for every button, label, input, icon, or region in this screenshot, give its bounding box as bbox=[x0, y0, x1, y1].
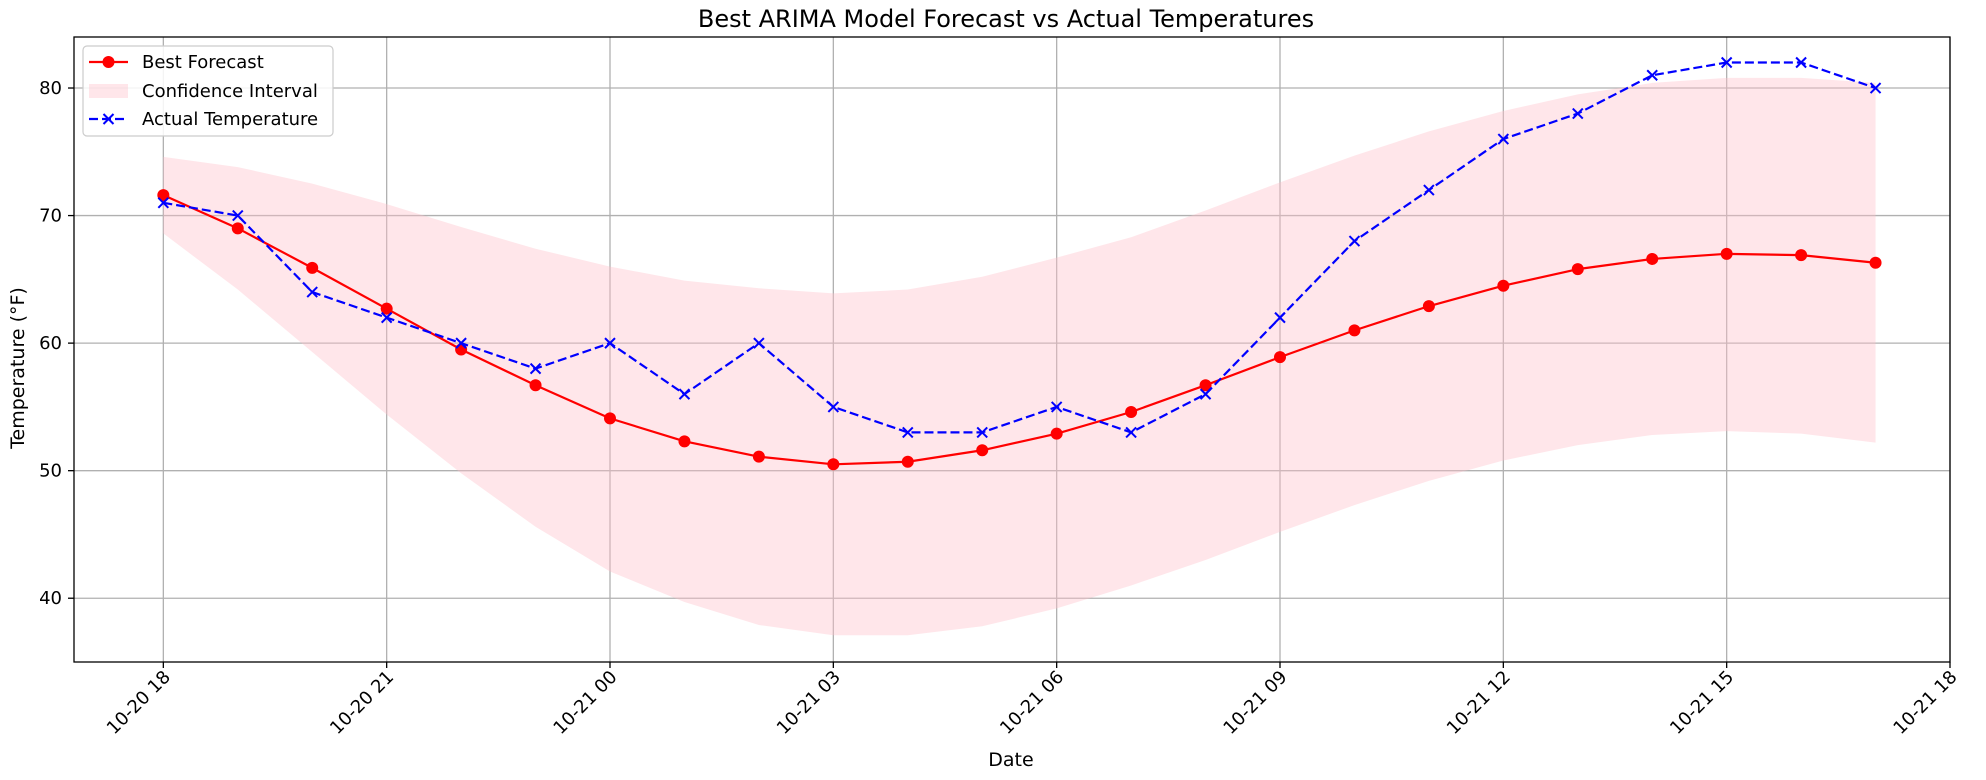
actual-point bbox=[1199, 388, 1212, 400]
forecast-point bbox=[1422, 300, 1435, 313]
grid bbox=[74, 37, 1951, 662]
legend-label-ci: Confidence Interval bbox=[142, 81, 318, 102]
actual-point bbox=[1050, 401, 1063, 413]
x-axis: 10-20 18 10-20 21 10-21 00 10-21 03 10-21 06… bbox=[103, 662, 1962, 739]
y-axis-label: Temperature (°F) bbox=[7, 287, 29, 450]
forecast-point bbox=[1720, 247, 1733, 260]
forecast-point bbox=[157, 189, 170, 202]
actual-point bbox=[827, 401, 840, 413]
forecast-point bbox=[976, 444, 989, 457]
actual-point bbox=[1572, 107, 1584, 120]
x-axis-label: Date bbox=[988, 749, 1033, 771]
forecast-point bbox=[231, 222, 244, 235]
actual-point bbox=[380, 311, 393, 324]
y-tick-label: 60 bbox=[39, 333, 62, 354]
x-tick-label: 10-21 15 bbox=[1666, 667, 1738, 739]
y-axis: 40 50 60 70 80 bbox=[39, 78, 74, 609]
forecast-point bbox=[1497, 279, 1510, 292]
x-tick-label: 10-20 21 bbox=[326, 667, 398, 739]
series-2 bbox=[157, 56, 1882, 439]
plot-area: 40 50 60 70 80 10-20 18 10-20 21 10-21 00 10-21 … bbox=[39, 36, 1962, 739]
chart-title: Best ARIMA Model Forecast vs Actual Temp… bbox=[698, 5, 1314, 33]
y-tick-label: 70 bbox=[39, 206, 62, 227]
legend: Best Forecast Confidence Interval Actual T… bbox=[82, 45, 334, 137]
forecast-point bbox=[1050, 427, 1063, 440]
legend-swatch-ci bbox=[89, 84, 128, 98]
y-tick-label: 40 bbox=[39, 588, 62, 609]
actual-point bbox=[1869, 82, 1882, 94]
forecast-point bbox=[1199, 379, 1212, 392]
axes-frame bbox=[73, 36, 1951, 663]
forecast-point bbox=[1348, 324, 1361, 337]
actual-point bbox=[1720, 56, 1733, 69]
legend-marker-actual bbox=[102, 113, 115, 125]
x-tick-label: 10-21 09 bbox=[1219, 667, 1291, 739]
actual-point bbox=[1348, 235, 1361, 247]
series-1 bbox=[157, 189, 1882, 471]
forecast-point bbox=[604, 412, 616, 425]
actual-point bbox=[1646, 69, 1658, 81]
actual-point bbox=[306, 286, 318, 298]
series-line bbox=[162, 194, 1876, 466]
x-tick-label: 10-21 06 bbox=[996, 667, 1068, 739]
actual-point bbox=[902, 426, 914, 439]
forecast-point bbox=[380, 302, 393, 315]
actual-point bbox=[1795, 56, 1807, 69]
forecast-point bbox=[1646, 252, 1659, 265]
forecast-point bbox=[1274, 351, 1286, 364]
confidence-interval-band bbox=[163, 77, 1876, 636]
x-tick-label: 10-21 12 bbox=[1443, 667, 1515, 739]
actual-point bbox=[678, 388, 691, 400]
x-tick-label: 10-21 00 bbox=[549, 667, 621, 739]
actual-point bbox=[1274, 311, 1286, 324]
actual-point bbox=[604, 337, 616, 349]
actual-point bbox=[753, 337, 765, 349]
actual-point bbox=[976, 426, 988, 439]
forecast-point bbox=[752, 450, 765, 463]
actual-point bbox=[1125, 426, 1137, 439]
actual-point bbox=[455, 337, 467, 349]
x-tick-label: 10-21 18 bbox=[1889, 667, 1961, 739]
y-tick-label: 50 bbox=[39, 461, 62, 482]
forecast-point bbox=[1869, 256, 1882, 269]
actual-point bbox=[232, 209, 244, 222]
forecast-point bbox=[1571, 263, 1584, 276]
forecast-point bbox=[529, 379, 542, 392]
legend-label-forecast: Best Forecast bbox=[142, 52, 264, 73]
actual-point bbox=[1497, 133, 1510, 145]
x-tick-label: 10-21 03 bbox=[773, 667, 845, 739]
actual-point bbox=[1423, 184, 1435, 196]
legend-label-actual: Actual Temperature bbox=[142, 109, 318, 130]
forecast-point bbox=[901, 455, 914, 468]
forecast-point bbox=[827, 458, 840, 471]
series-line bbox=[163, 61, 1876, 434]
legend-marker-forecast bbox=[102, 56, 115, 68]
x-tick-label: 10-20 18 bbox=[103, 667, 175, 739]
legend-box bbox=[82, 45, 334, 137]
actual-point bbox=[157, 197, 170, 209]
forecast-point bbox=[1125, 406, 1138, 418]
forecast-point bbox=[306, 261, 319, 274]
actual-point bbox=[529, 362, 542, 375]
forecast-point bbox=[678, 435, 691, 448]
y-tick-label: 80 bbox=[39, 78, 62, 99]
forecast-point bbox=[1795, 249, 1808, 262]
